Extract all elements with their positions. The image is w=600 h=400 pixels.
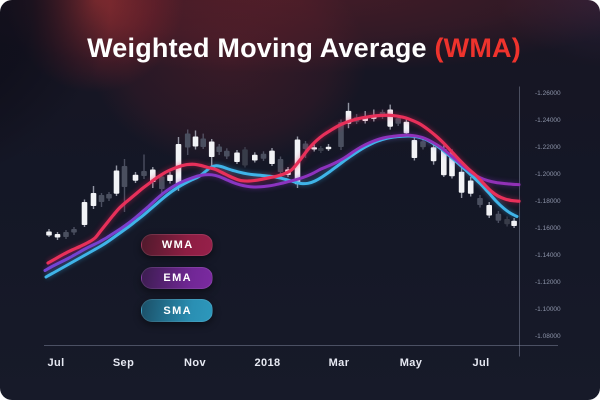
svg-text:-1.08000: -1.08000: [535, 333, 561, 340]
svg-text:-1.26000: -1.26000: [535, 90, 561, 97]
svg-text:-1.22000: -1.22000: [535, 144, 561, 151]
svg-text:Nov: Nov: [184, 357, 206, 369]
svg-text:Sep: Sep: [113, 357, 134, 369]
svg-text:-1.24000: -1.24000: [535, 117, 561, 124]
svg-text:Jul: Jul: [47, 357, 64, 369]
svg-text:May: May: [400, 357, 423, 369]
svg-text:-1.18000: -1.18000: [535, 198, 561, 205]
svg-text:-1.12000: -1.12000: [535, 279, 561, 286]
svg-text:-1.10000: -1.10000: [535, 306, 561, 313]
svg-text:Jul: Jul: [472, 357, 489, 369]
svg-text:2018: 2018: [254, 357, 280, 369]
svg-text:-1.20000: -1.20000: [535, 171, 561, 178]
svg-text:-1.14000: -1.14000: [535, 252, 561, 259]
svg-text:-1.16000: -1.16000: [535, 225, 561, 232]
svg-text:Mar: Mar: [329, 357, 350, 369]
